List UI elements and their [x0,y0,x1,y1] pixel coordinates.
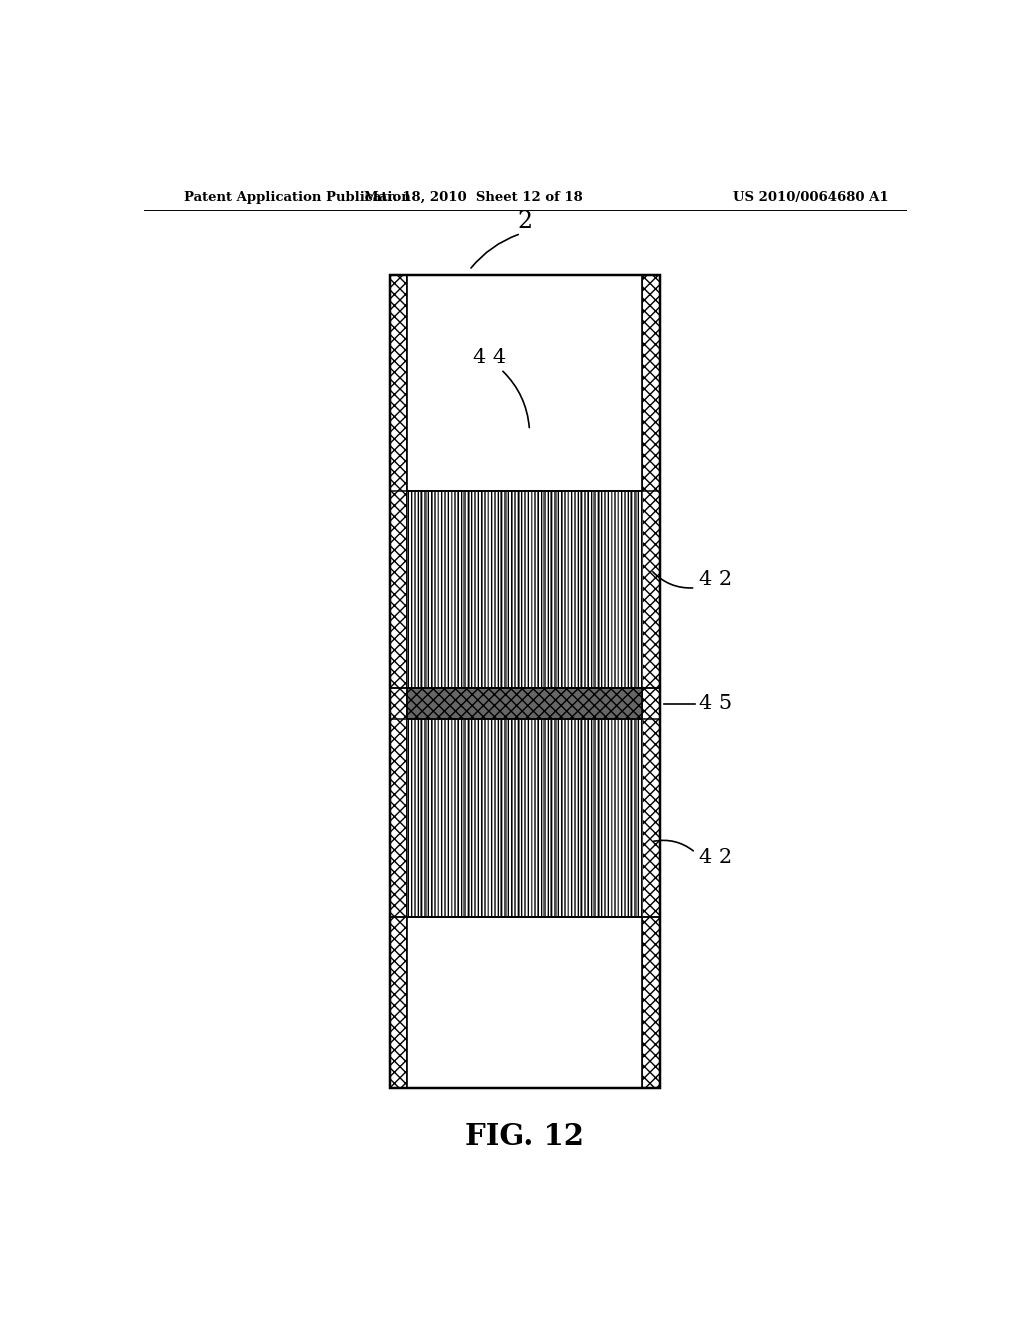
Text: FIG. 12: FIG. 12 [465,1122,585,1151]
Bar [390,276,408,1089]
Text: 2: 2 [517,210,532,232]
Text: 4 2: 4 2 [699,570,732,589]
Text: 4 4: 4 4 [473,347,506,367]
Bar [390,276,659,1089]
Bar [408,689,642,719]
Bar [642,276,659,1089]
Bar [408,917,642,1089]
Bar [408,276,642,491]
Bar [408,719,642,917]
Text: US 2010/0064680 A1: US 2010/0064680 A1 [733,190,888,203]
Text: 4 2: 4 2 [699,849,732,867]
Bar [408,491,642,689]
Text: 4 5: 4 5 [699,694,732,713]
Text: Patent Application Publication: Patent Application Publication [183,190,411,203]
Text: Mar. 18, 2010  Sheet 12 of 18: Mar. 18, 2010 Sheet 12 of 18 [364,190,583,203]
